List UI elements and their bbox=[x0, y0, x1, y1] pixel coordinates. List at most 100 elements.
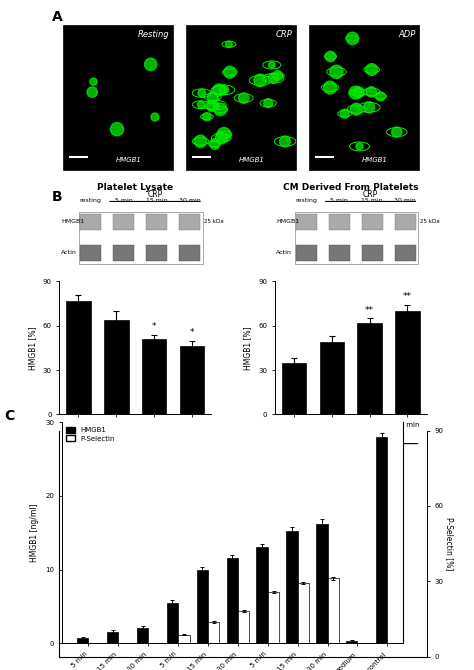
Text: 5 min: 5 min bbox=[330, 198, 348, 203]
Text: **: ** bbox=[403, 292, 412, 302]
Text: HMGB1: HMGB1 bbox=[116, 157, 142, 163]
Text: ADP: ADP bbox=[398, 30, 416, 39]
Text: resting: resting bbox=[295, 198, 317, 203]
Bar bbox=[365, 655, 378, 657]
FancyBboxPatch shape bbox=[146, 245, 167, 261]
FancyBboxPatch shape bbox=[179, 214, 200, 230]
Legend: HMGB1, P-Selectin: HMGB1, P-Selectin bbox=[63, 434, 114, 452]
Text: A: A bbox=[52, 10, 63, 24]
Point bbox=[353, 104, 360, 115]
FancyBboxPatch shape bbox=[328, 245, 350, 261]
Text: 15 min: 15 min bbox=[361, 198, 383, 203]
FancyBboxPatch shape bbox=[186, 25, 296, 170]
Bar bbox=[205, 582, 217, 657]
Bar bbox=[217, 634, 229, 657]
Text: CRP: CRP bbox=[147, 190, 163, 199]
Point bbox=[217, 104, 224, 115]
Point bbox=[197, 99, 205, 110]
FancyBboxPatch shape bbox=[394, 245, 416, 261]
FancyBboxPatch shape bbox=[296, 245, 317, 261]
Point bbox=[368, 86, 375, 97]
Bar bbox=[140, 642, 153, 657]
Y-axis label: HMGB1 [ng/ml]: HMGB1 [ng/ml] bbox=[30, 515, 39, 573]
Point bbox=[90, 76, 97, 87]
Text: 25 kDa: 25 kDa bbox=[204, 218, 224, 224]
Text: CRP: CRP bbox=[146, 454, 162, 463]
FancyBboxPatch shape bbox=[80, 245, 101, 261]
FancyBboxPatch shape bbox=[146, 214, 167, 230]
Point bbox=[355, 87, 363, 98]
Point bbox=[368, 64, 375, 75]
Point bbox=[203, 111, 210, 122]
Text: *: * bbox=[190, 328, 194, 337]
Point bbox=[256, 75, 264, 86]
Point bbox=[356, 141, 363, 151]
Bar bbox=[185, 648, 197, 657]
Text: Resting: Resting bbox=[138, 30, 169, 39]
Bar bbox=[76, 651, 88, 657]
Point bbox=[209, 92, 217, 103]
Point bbox=[208, 101, 216, 112]
Point bbox=[349, 33, 356, 44]
Point bbox=[197, 136, 204, 147]
Bar bbox=[313, 595, 326, 657]
Title: Platelet Lysate: Platelet Lysate bbox=[97, 184, 173, 192]
Text: 30 min: 30 min bbox=[179, 198, 201, 203]
Point bbox=[377, 91, 384, 102]
FancyBboxPatch shape bbox=[362, 214, 383, 230]
Text: 5 min: 5 min bbox=[115, 198, 132, 203]
Point bbox=[326, 82, 334, 93]
Point bbox=[341, 109, 348, 119]
Text: C: C bbox=[5, 409, 15, 423]
FancyBboxPatch shape bbox=[328, 214, 350, 230]
Point bbox=[151, 112, 159, 123]
Y-axis label: HMGB1 [%]: HMGB1 [%] bbox=[28, 326, 37, 370]
Y-axis label: HMGB1 [%]: HMGB1 [%] bbox=[244, 326, 253, 370]
Text: B: B bbox=[52, 190, 63, 204]
Text: HMGB1: HMGB1 bbox=[362, 157, 388, 163]
Text: HMGB1: HMGB1 bbox=[276, 218, 300, 224]
Bar bbox=[282, 362, 306, 414]
FancyBboxPatch shape bbox=[63, 25, 173, 170]
Text: Actin: Actin bbox=[276, 250, 292, 255]
Point bbox=[393, 127, 401, 137]
FancyBboxPatch shape bbox=[80, 214, 101, 230]
Text: *: * bbox=[152, 322, 156, 331]
FancyBboxPatch shape bbox=[113, 214, 134, 230]
Point bbox=[226, 67, 234, 78]
Text: 25 kDa: 25 kDa bbox=[420, 218, 440, 224]
Text: HMGB1: HMGB1 bbox=[239, 157, 265, 163]
Text: resting: resting bbox=[80, 198, 101, 203]
Point bbox=[270, 73, 277, 84]
Point bbox=[274, 70, 282, 81]
Point bbox=[218, 133, 225, 143]
Point bbox=[264, 98, 272, 109]
Point bbox=[333, 66, 340, 77]
Point bbox=[352, 87, 359, 98]
Point bbox=[211, 139, 219, 149]
Point bbox=[88, 86, 96, 97]
Y-axis label: P-Selectin [%]: P-Selectin [%] bbox=[446, 517, 455, 570]
Text: CRP: CRP bbox=[362, 454, 377, 463]
Text: 15 min: 15 min bbox=[146, 198, 167, 203]
Point bbox=[365, 102, 373, 113]
Bar bbox=[66, 301, 91, 414]
Bar bbox=[357, 323, 382, 414]
FancyBboxPatch shape bbox=[296, 214, 317, 230]
Text: Actin: Actin bbox=[61, 250, 77, 255]
FancyBboxPatch shape bbox=[309, 25, 419, 170]
Point bbox=[147, 59, 155, 70]
Bar bbox=[281, 604, 293, 657]
Bar bbox=[104, 320, 128, 414]
Title: CM Derived From Platelets: CM Derived From Platelets bbox=[283, 184, 419, 192]
Point bbox=[215, 84, 223, 95]
Bar bbox=[142, 339, 166, 414]
Bar bbox=[173, 615, 185, 657]
Bar bbox=[301, 542, 313, 657]
Bar bbox=[237, 570, 249, 657]
Point bbox=[327, 51, 334, 62]
Bar bbox=[398, 446, 410, 657]
Point bbox=[198, 88, 206, 98]
Point bbox=[225, 39, 233, 50]
Point bbox=[220, 129, 228, 140]
